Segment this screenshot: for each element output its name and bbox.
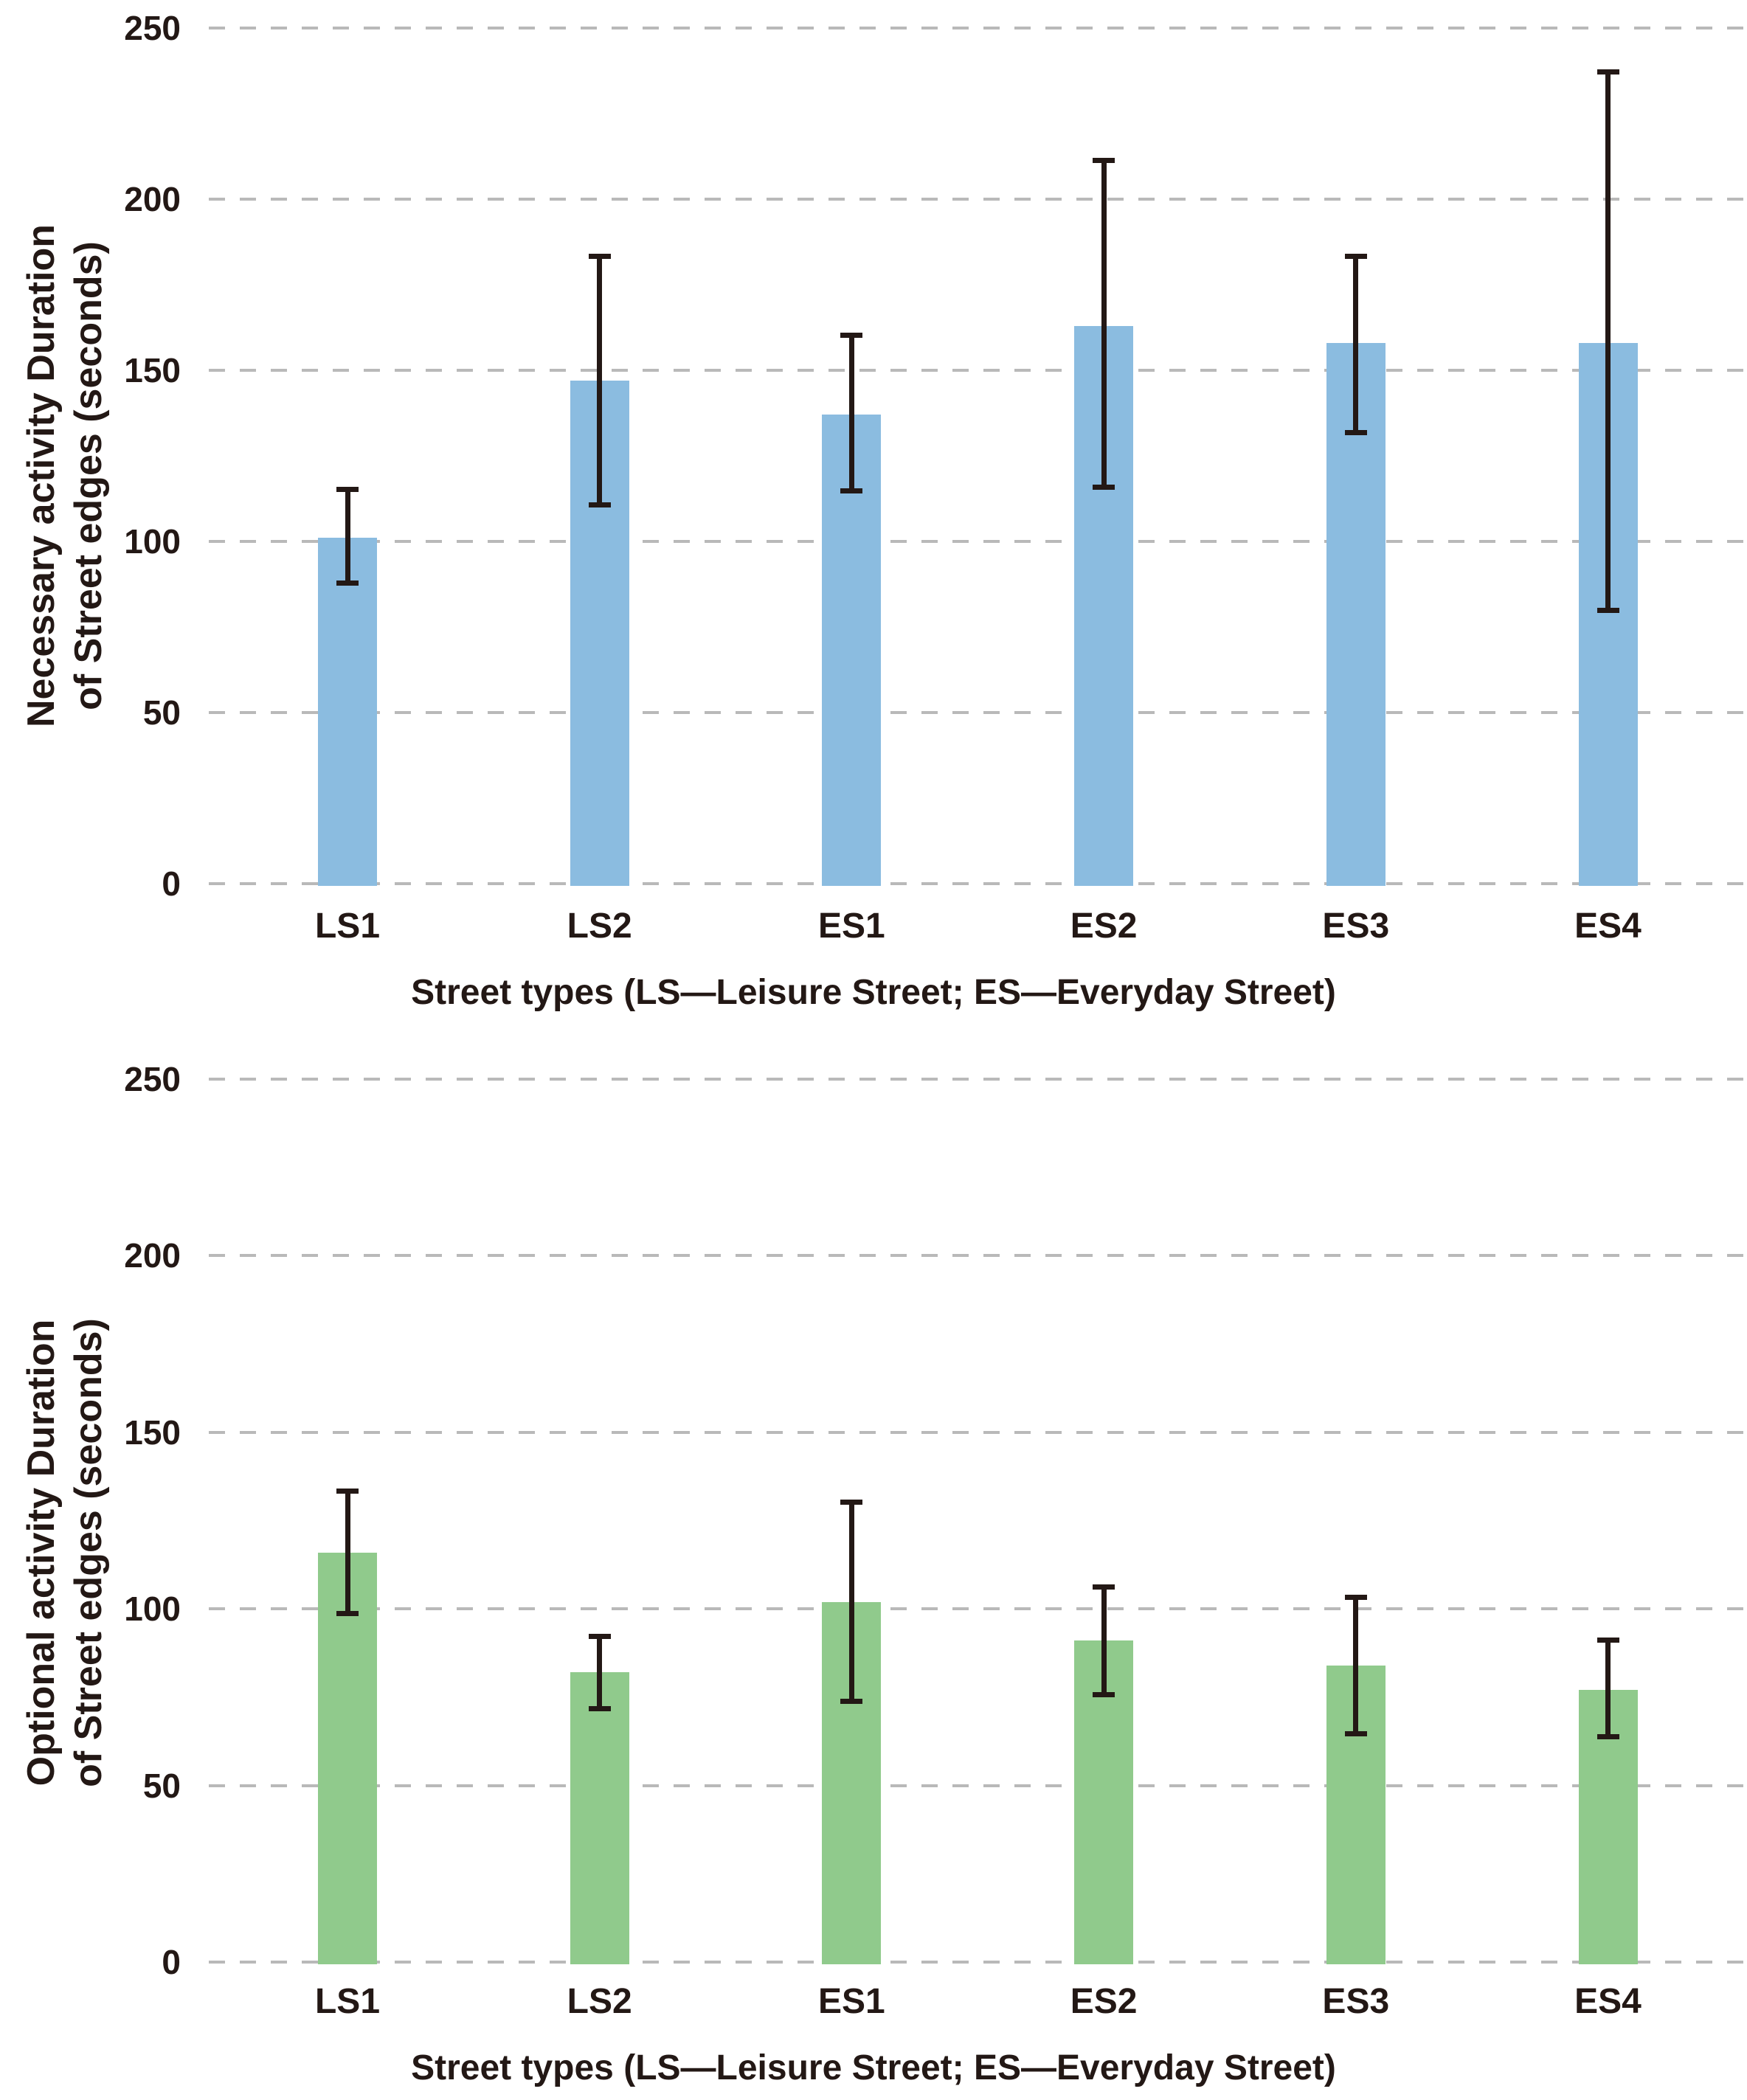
gridline-250 xyxy=(209,27,1747,30)
x-category-label-ES2: ES2 xyxy=(1070,907,1138,946)
y-tick-label-200: 200 xyxy=(124,1236,181,1275)
y-axis-title-line1: Optional activity Duration xyxy=(20,1319,63,1787)
y-tick-label-0: 0 xyxy=(162,1943,181,1981)
x-category-label-LS2: LS2 xyxy=(567,1982,632,2021)
y-tick-label-0: 0 xyxy=(162,864,181,903)
y-tick-label-250: 250 xyxy=(124,1060,181,1098)
error-bar-LS2 xyxy=(597,254,603,507)
gridline-100 xyxy=(209,540,1747,543)
gridline-200 xyxy=(209,1254,1747,1258)
y-tick-label-150: 150 xyxy=(124,351,181,389)
y-tick-label-200: 200 xyxy=(124,180,181,218)
gridline-0 xyxy=(209,1961,1747,1964)
error-cap-bottom-ES3 xyxy=(1344,1730,1367,1736)
x-category-label-ES2: ES2 xyxy=(1070,1982,1138,2021)
error-cap-top-LS2 xyxy=(588,254,611,260)
error-bar-ES4 xyxy=(1605,1637,1611,1740)
x-category-label-ES1: ES1 xyxy=(818,1982,885,2021)
y-axis-title-optional: Optional activity Duration of Street edg… xyxy=(18,1318,112,1787)
x-axis-title-optional: Street types (LS—Leisure Street; ES—Ever… xyxy=(411,2048,1336,2087)
error-cap-top-LS1 xyxy=(336,1489,359,1494)
error-cap-top-ES1 xyxy=(840,1499,863,1505)
error-bar-ES3 xyxy=(1353,254,1359,436)
error-cap-top-ES3 xyxy=(1344,1595,1367,1601)
x-category-label-ES3: ES3 xyxy=(1322,907,1390,946)
gridline-200 xyxy=(209,198,1747,201)
error-bar-ES1 xyxy=(848,332,854,494)
error-cap-top-LS1 xyxy=(336,486,359,492)
x-category-label-ES4: ES4 xyxy=(1574,907,1642,946)
error-cap-top-ES2 xyxy=(1093,158,1115,164)
error-cap-bottom-ES3 xyxy=(1344,430,1367,436)
error-bar-ES3 xyxy=(1353,1595,1359,1736)
error-cap-top-ES2 xyxy=(1093,1584,1115,1590)
error-cap-top-ES1 xyxy=(840,332,863,338)
error-cap-top-ES4 xyxy=(1596,69,1619,74)
error-cap-bottom-ES4 xyxy=(1596,1734,1619,1740)
gridline-50 xyxy=(209,1784,1747,1787)
y-tick-label-250: 250 xyxy=(124,9,181,47)
error-cap-top-ES4 xyxy=(1596,1637,1619,1643)
error-cap-top-ES3 xyxy=(1344,254,1367,260)
error-cap-top-LS2 xyxy=(588,1633,611,1639)
error-bar-ES1 xyxy=(848,1499,854,1705)
y-tick-label-100: 100 xyxy=(124,522,181,561)
plot-area-necessary xyxy=(209,27,1747,886)
error-cap-bottom-LS1 xyxy=(336,1610,359,1616)
x-category-label-ES1: ES1 xyxy=(818,907,885,946)
y-tick-label-150: 150 xyxy=(124,1413,181,1452)
error-bar-ES2 xyxy=(1101,1584,1107,1697)
y-tick-label-100: 100 xyxy=(124,1590,181,1629)
error-cap-bottom-ES2 xyxy=(1093,1691,1115,1697)
error-cap-bottom-LS1 xyxy=(336,581,359,586)
error-bar-ES4 xyxy=(1605,69,1611,614)
x-axis-title-necessary: Street types (LS—Leisure Street; ES—Ever… xyxy=(411,973,1336,1012)
error-bar-LS1 xyxy=(345,486,350,586)
y-tick-label-50: 50 xyxy=(142,693,181,732)
y-tick-label-50: 50 xyxy=(142,1766,181,1805)
bar-LS1 xyxy=(318,1552,377,1964)
bar-LS1 xyxy=(318,538,377,886)
error-bar-ES2 xyxy=(1101,158,1107,491)
x-category-label-LS1: LS1 xyxy=(314,907,381,946)
x-category-label-ES4: ES4 xyxy=(1574,1982,1642,2021)
y-axis-title-line2: of Street edges (seconds) xyxy=(67,1318,110,1787)
plot-area-optional xyxy=(209,1078,1747,1964)
error-cap-bottom-ES2 xyxy=(1093,485,1115,491)
x-category-label-LS2: LS2 xyxy=(567,907,632,946)
gridline-0 xyxy=(209,882,1747,885)
error-cap-bottom-LS2 xyxy=(588,502,611,507)
error-cap-bottom-LS2 xyxy=(588,1706,611,1712)
gridline-100 xyxy=(209,1607,1747,1611)
error-cap-bottom-ES1 xyxy=(840,1699,863,1705)
bar-LS2 xyxy=(570,1672,629,1964)
error-cap-bottom-ES1 xyxy=(840,488,863,494)
gridline-150 xyxy=(209,1430,1747,1434)
gridline-150 xyxy=(209,369,1747,372)
gridline-50 xyxy=(209,711,1747,714)
x-category-label-LS1: LS1 xyxy=(314,1982,381,2021)
error-bar-LS2 xyxy=(597,1633,603,1712)
error-bar-LS1 xyxy=(345,1489,350,1616)
x-category-label-ES3: ES3 xyxy=(1322,1982,1390,2021)
error-cap-bottom-ES4 xyxy=(1596,608,1619,614)
gridline-250 xyxy=(209,1078,1747,1081)
